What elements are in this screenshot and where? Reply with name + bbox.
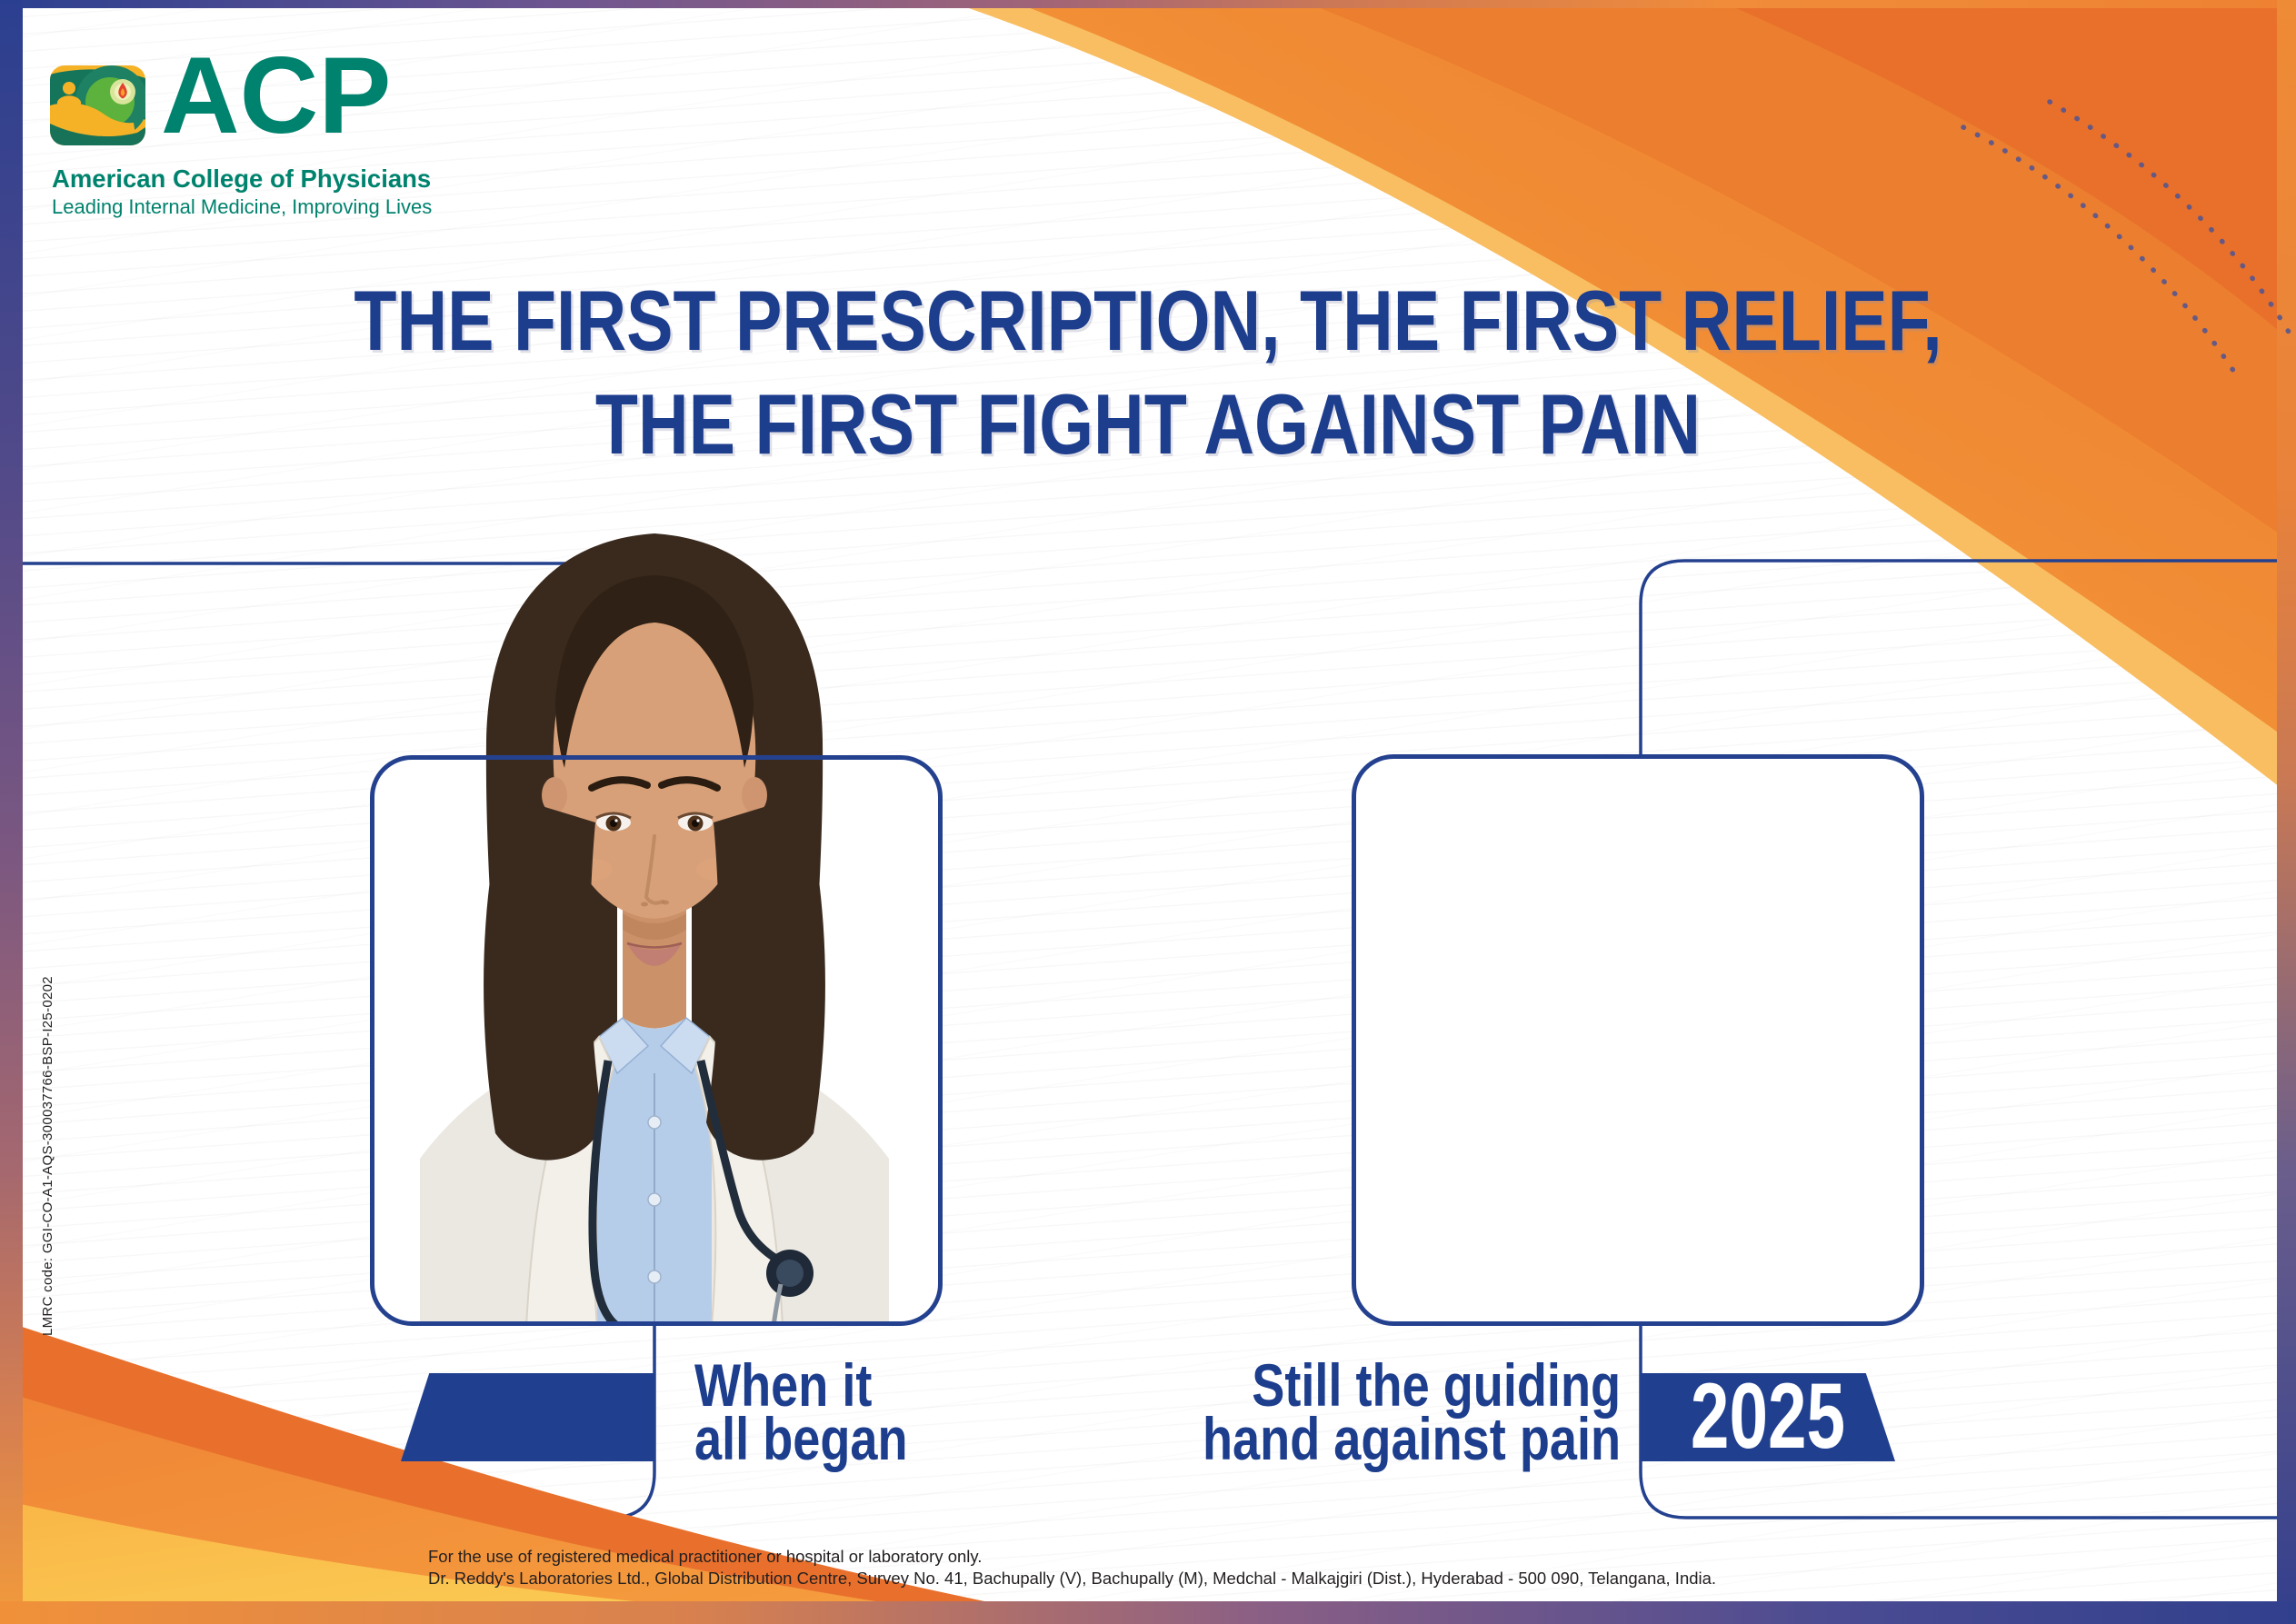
- acp-tagline: Leading Internal Medicine, Improving Liv…: [52, 195, 433, 218]
- caption-left: When it all began: [694, 1351, 908, 1472]
- swoosh-bottom-left: [0, 1320, 1100, 1624]
- footer-disclaimer: For the use of registered medical practi…: [428, 1547, 983, 1566]
- acp-name: American College of Physicians: [52, 164, 432, 193]
- footer: For the use of registered medical practi…: [428, 1546, 1716, 1589]
- border-left: [0, 0, 23, 1624]
- caption-left-line-1: When it: [694, 1351, 873, 1419]
- caption-flag-left: [401, 1373, 654, 1461]
- doctor-portrait: [420, 533, 889, 1326]
- caption-right-line-2: hand against pain: [1202, 1405, 1621, 1472]
- photo-placeholder-frame: [1352, 754, 1924, 1326]
- year-label: 2025: [1690, 1364, 1846, 1468]
- border-top: [0, 0, 2296, 8]
- acp-logo-icon: [50, 65, 145, 145]
- border-bottom: [0, 1601, 2296, 1624]
- headline-line-1: THE FIRST PRESCRIPTION, THE FIRST RELIEF…: [354, 273, 1942, 368]
- lmrc-code: LMRC code: GGI-CO-A1-AQS-300037766-BSP-I…: [40, 976, 55, 1336]
- headline-line-2: THE FIRST FIGHT AGAINST PAIN: [594, 376, 1702, 472]
- year-badge: 2025: [1641, 1373, 1895, 1461]
- caption-right: Still the guiding hand against pain: [1202, 1351, 1621, 1472]
- left-photo-block: [370, 523, 943, 1339]
- footer-address: Dr. Reddy's Laboratories Ltd., Global Di…: [428, 1569, 1717, 1588]
- caption-left-line-2: all began: [694, 1405, 908, 1472]
- border-right: [2277, 0, 2296, 1624]
- headline: THE FIRST PRESCRIPTION, THE FIRST RELIEF…: [0, 269, 2296, 476]
- acp-wordmark: ACP: [161, 35, 392, 156]
- caption-right-line-1: Still the guiding: [1252, 1351, 1621, 1419]
